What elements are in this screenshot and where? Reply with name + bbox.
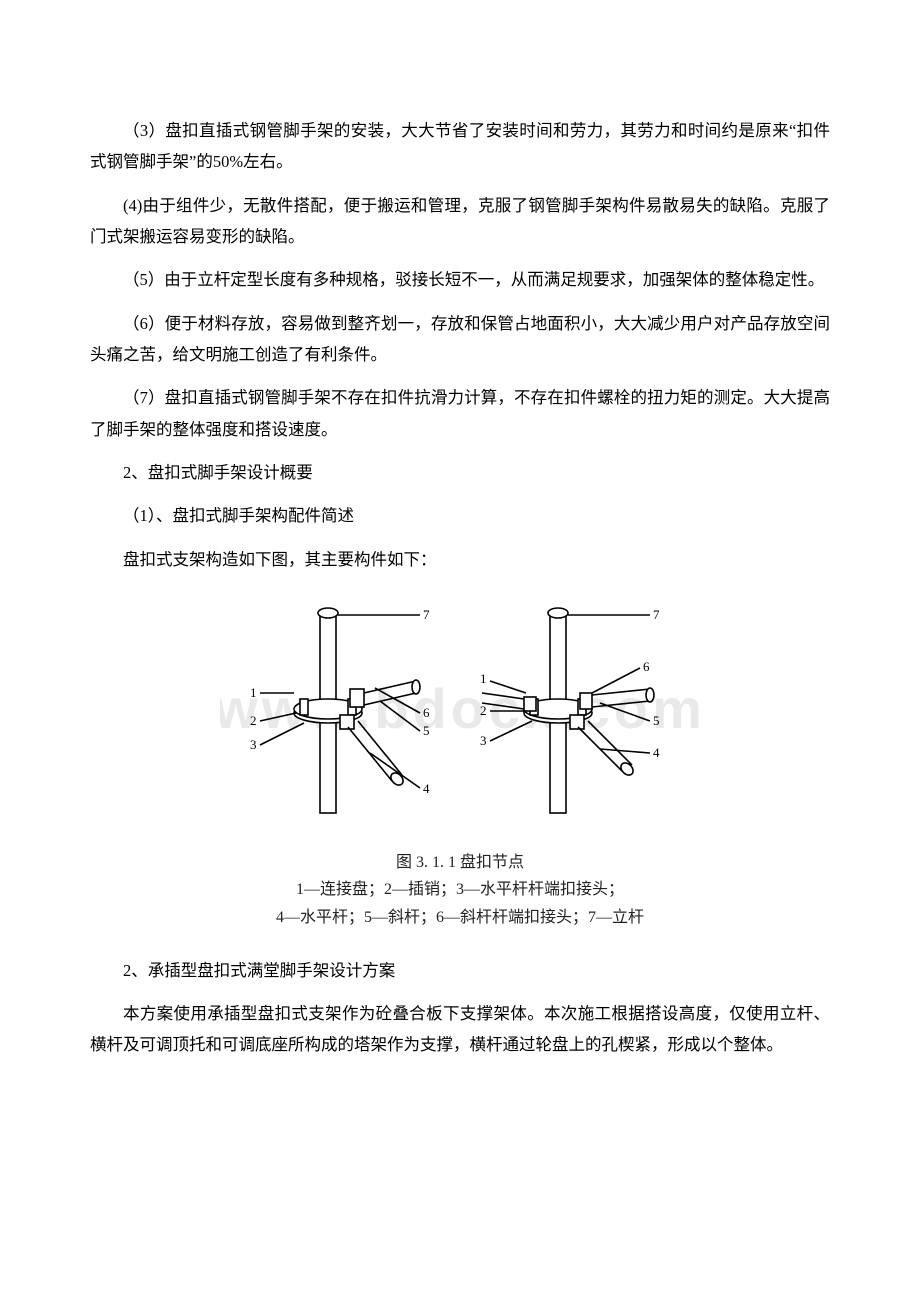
heading-component-brief: （1）、盘扣式脚手架构配件简述	[90, 500, 830, 531]
label-5-right: 5	[653, 713, 660, 728]
paragraph-7: （7）盘扣直插式钢管脚手架不存在扣件抗滑力计算，不存在扣件螺栓的扭力矩的测定。大…	[90, 382, 830, 445]
paragraph-4: (4)由于组件少，无散件搭配，便于搬运和管理，克服了钢管脚手架构件易散易失的缺陷…	[90, 190, 830, 253]
label-1-left: 1	[250, 685, 257, 700]
heading-design-overview: 2、盘扣式脚手架设计概要	[90, 457, 830, 488]
figure-caption: 图 3. 1. 1 盘扣节点 1—连接盘；2—插销；3—水平杆杆端扣接头； 4—…	[90, 849, 830, 931]
label-2-left: 2	[250, 713, 257, 728]
label-3-right: 3	[480, 733, 487, 748]
scaffold-node-diagram: www.bdocx.com 7 6 5	[220, 593, 700, 843]
figure-legend-1: 1—连接盘；2—插销；3—水平杆杆端扣接头；	[90, 876, 830, 903]
label-7-left: 7	[423, 607, 430, 622]
label-4-left: 4	[423, 781, 430, 796]
figure-legend-2: 4—水平杆；5—斜杆；6—斜杆杆端扣接头；7—立杆	[90, 904, 830, 931]
figure-title: 图 3. 1. 1 盘扣节点	[90, 849, 830, 876]
label-2-right: 2	[480, 703, 487, 718]
label-5-left: 5	[423, 723, 430, 738]
paragraph-6: （6）便于材料存放，容易做到整齐划一，存放和保管占地面积小，大大减少用户对产品存…	[90, 308, 830, 371]
label-6-right: 6	[643, 659, 650, 674]
label-1-right: 1	[480, 671, 487, 686]
watermark-text: www.bdocx.com	[220, 677, 700, 740]
label-3-left: 3	[250, 737, 257, 752]
label-7-right: 7	[653, 607, 660, 622]
paragraph-3: （3）盘扣直插式钢管脚手架的安装，大大节省了安装时间和劳力，其劳力和时间约是原来…	[90, 115, 830, 178]
paragraph-5: （5）由于立杆定型长度有多种规格，驳接长短不一，从而满足规要求，加强架体的整体稳…	[90, 264, 830, 295]
paragraph-plan-body: 本方案使用承插型盘扣式支架作为砼叠合板下支撑架体。本次施工根据搭设高度，仅使用立…	[90, 998, 830, 1061]
label-4-right: 4	[653, 745, 660, 760]
figure-diagram-block: www.bdocx.com 7 6 5	[90, 593, 830, 931]
label-6-left: 6	[423, 705, 430, 720]
paragraph-structure-intro: 盘扣式支架构造如下图，其主要构件如下：	[90, 544, 830, 575]
heading-full-hall-plan: 2、承插型盘扣式满堂脚手架设计方案	[90, 955, 830, 986]
